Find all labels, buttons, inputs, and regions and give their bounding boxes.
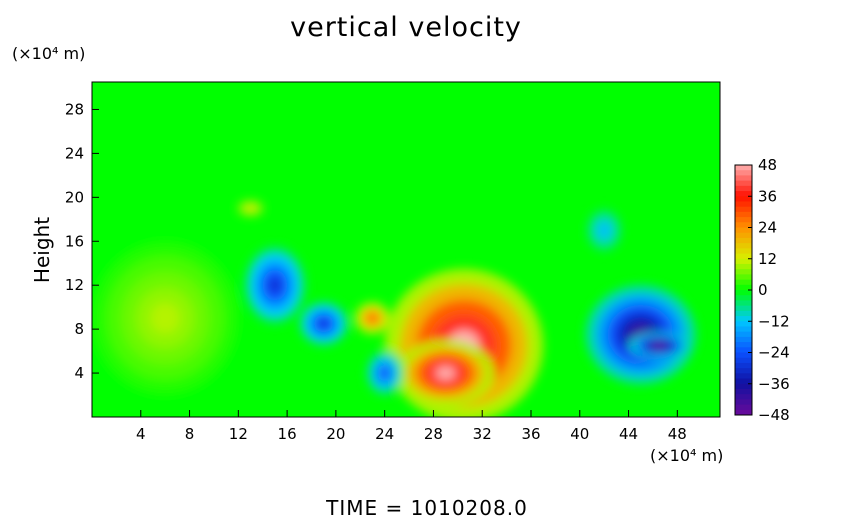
colorbar-band-39 bbox=[735, 368, 752, 374]
colorbar-band-3 bbox=[735, 180, 752, 187]
y-axis-units: (×10⁴ m) bbox=[12, 44, 86, 63]
colorbar-tick-label-48: 48 bbox=[758, 156, 777, 174]
y-tick-label-28: 28 bbox=[65, 100, 84, 118]
colorbar-band-23 bbox=[735, 284, 752, 291]
feature-updraft-3-level-4 bbox=[247, 206, 254, 211]
feature-downdraft-10-level-4 bbox=[600, 225, 608, 235]
colorbar-band-22 bbox=[735, 279, 752, 286]
x-tick-label-24: 24 bbox=[375, 425, 394, 443]
colorbar-band-38 bbox=[735, 362, 752, 369]
colorbar-tick-label-24: 24 bbox=[758, 219, 777, 237]
colorbar-band-29 bbox=[735, 316, 752, 322]
plot-frame bbox=[91, 81, 721, 418]
x-tick-label-28: 28 bbox=[424, 425, 443, 443]
colorbar-band-26 bbox=[735, 300, 752, 307]
colorbar-band-41 bbox=[735, 378, 752, 385]
colorbar-band-36 bbox=[735, 352, 752, 359]
colorbar-band-5 bbox=[735, 191, 752, 197]
feature-downdraft-9-level-4 bbox=[381, 368, 389, 378]
y-tick-label-20: 20 bbox=[65, 188, 84, 206]
colorbar-band-18 bbox=[735, 258, 752, 265]
time-label: TIME = 1010208.0 bbox=[326, 496, 528, 520]
colorbar-band-45 bbox=[735, 399, 752, 406]
y-axis: 4 8 12 16 20 24 28 bbox=[65, 100, 99, 382]
colorbar-band-11 bbox=[735, 222, 752, 228]
y-tick-label-16: 16 bbox=[65, 232, 84, 250]
x-tick-label-20: 20 bbox=[326, 425, 345, 443]
colorbar-band-6 bbox=[735, 196, 752, 202]
chart-title: vertical velocity bbox=[290, 12, 522, 43]
y-tick-label-8: 8 bbox=[74, 320, 84, 338]
colorbar-band-33 bbox=[735, 336, 752, 343]
colorbar: 48 36 24 12 0 −12 −24 −36 −48 bbox=[734, 156, 790, 424]
y-tick-label-24: 24 bbox=[65, 144, 84, 162]
colorbar-band-24 bbox=[735, 290, 752, 296]
colorbar-band-19 bbox=[735, 263, 752, 270]
colorbar-band-2 bbox=[735, 175, 752, 182]
colorbar-band-31 bbox=[735, 326, 752, 333]
colorbar-tick-label--12: −12 bbox=[758, 312, 790, 330]
x-tick-label-16: 16 bbox=[278, 425, 297, 443]
x-tick-label-44: 44 bbox=[619, 425, 638, 443]
colorbar-band-27 bbox=[735, 305, 752, 312]
colorbar-tick-label-36: 36 bbox=[758, 187, 777, 205]
x-tick-label-12: 12 bbox=[229, 425, 248, 443]
y-tick-label-4: 4 bbox=[74, 364, 84, 382]
colorbar-band-16 bbox=[735, 248, 752, 255]
colorbar-band-32 bbox=[735, 331, 752, 338]
colorbar-band-25 bbox=[735, 295, 752, 301]
feature-downdraft-6-level-4 bbox=[652, 342, 666, 349]
colorbar-band-10 bbox=[735, 217, 752, 223]
colorbar-band-47 bbox=[735, 409, 752, 416]
colorbar-tick-label--48: −48 bbox=[758, 406, 790, 424]
colorbar-band-8 bbox=[735, 206, 752, 213]
colorbar-band-12 bbox=[735, 227, 752, 234]
colorbar-band-7 bbox=[735, 201, 752, 208]
colorbar-band-9 bbox=[735, 211, 752, 218]
colorbar-band-20 bbox=[735, 269, 752, 275]
colorbar-band-17 bbox=[735, 253, 752, 260]
x-tick-label-4: 4 bbox=[136, 425, 146, 443]
colorbar-band-37 bbox=[735, 357, 752, 364]
x-axis-units: (×10⁴ m) bbox=[650, 446, 724, 465]
colorbar-band-4 bbox=[735, 185, 752, 192]
colorbar-tick-label--36: −36 bbox=[758, 375, 790, 393]
heatmap-field bbox=[92, 82, 720, 417]
colorbar-band-43 bbox=[735, 388, 752, 395]
x-tick-label-36: 36 bbox=[521, 425, 540, 443]
x-tick-label-8: 8 bbox=[185, 425, 195, 443]
x-tick-label-48: 48 bbox=[668, 425, 687, 443]
y-tick-label-12: 12 bbox=[65, 276, 84, 294]
field-features bbox=[92, 199, 696, 417]
colorbar-band-30 bbox=[735, 321, 752, 327]
colorbar-band-1 bbox=[735, 170, 752, 176]
colorbar-band-28 bbox=[735, 310, 752, 317]
colorbar-band-14 bbox=[735, 237, 752, 244]
colorbar-tick-label-0: 0 bbox=[758, 281, 768, 299]
x-tick-label-32: 32 bbox=[473, 425, 492, 443]
colorbar-band-15 bbox=[735, 243, 752, 249]
colorbar-tick-label--24: −24 bbox=[758, 344, 790, 362]
colorbar-band-40 bbox=[735, 373, 752, 380]
feature-updraft-1-level-4 bbox=[435, 366, 456, 380]
colorbar-band-34 bbox=[735, 342, 752, 348]
feature-downdraft-7-level-4 bbox=[268, 277, 282, 293]
feature-updraft-4-level-4 bbox=[368, 314, 377, 322]
colorbar-band-42 bbox=[735, 383, 752, 390]
colorbar-band-44 bbox=[735, 394, 752, 400]
x-axis: 4 8 12 16 20 24 28 32 36 40 44 48 bbox=[136, 410, 687, 443]
feature-downdraft-8-level-4 bbox=[318, 319, 329, 329]
feature-updraft-2-level-4 bbox=[150, 302, 180, 334]
colorbar-tick-label-12: 12 bbox=[758, 250, 777, 268]
colorbar-band-13 bbox=[735, 232, 752, 239]
x-tick-label-40: 40 bbox=[570, 425, 589, 443]
colorbar-band-21 bbox=[735, 274, 752, 281]
colorbar-band-0 bbox=[735, 165, 752, 171]
colorbar-band-35 bbox=[735, 347, 752, 353]
colorbar-band-46 bbox=[735, 404, 752, 411]
